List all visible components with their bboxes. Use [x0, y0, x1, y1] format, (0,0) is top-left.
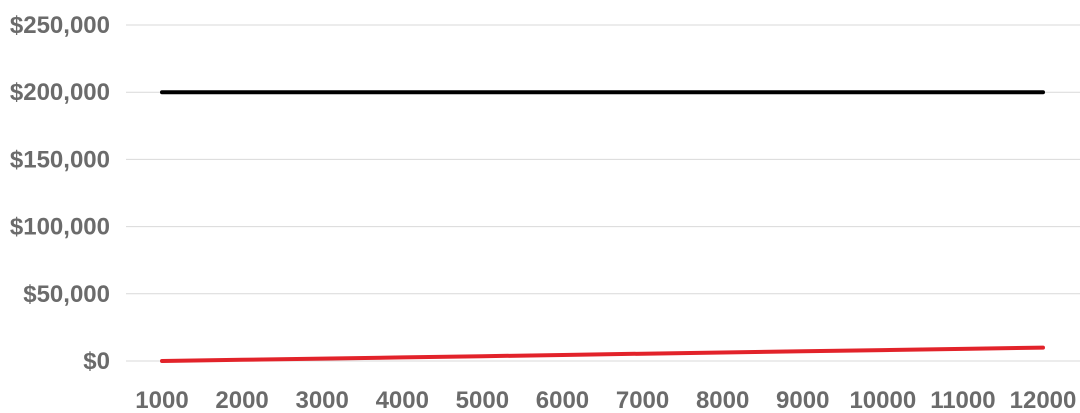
x-axis-ticks: 1000 2000 3000 4000 5000 6000 7000 8000 9000 1000…	[135, 387, 1076, 413]
x-tick-label: 7000	[616, 387, 669, 413]
y-tick-label: $100,000	[10, 214, 110, 241]
x-tick-label: 9000	[776, 387, 829, 413]
y-tick-label: $200,000	[10, 79, 110, 106]
series-line-2	[160, 345, 1045, 363]
y-axis-ticks: $0 $50,000 $100,000 $150,000 $200,000 $250,00…	[10, 12, 110, 375]
series-lines	[160, 90, 1045, 363]
y-tick-label: $50,000	[23, 281, 110, 308]
y-tick-label: $0	[83, 348, 110, 375]
x-tick-label: 6000	[536, 387, 589, 413]
x-tick-label: 2000	[215, 387, 268, 413]
x-tick-label: 4000	[376, 387, 429, 413]
y-tick-label: $250,000	[10, 12, 110, 39]
y-tick-label: $150,000	[10, 146, 110, 173]
x-tick-label: 11000	[930, 387, 995, 413]
x-tick-label: 5000	[456, 387, 509, 413]
x-tick-label: 12000	[1010, 387, 1077, 413]
x-tick-label: 3000	[295, 387, 348, 413]
grid	[126, 24, 1080, 362]
x-tick-label: 8000	[696, 387, 749, 413]
x-tick-label: 1000	[135, 387, 188, 413]
x-tick-label: 10000	[849, 387, 916, 413]
